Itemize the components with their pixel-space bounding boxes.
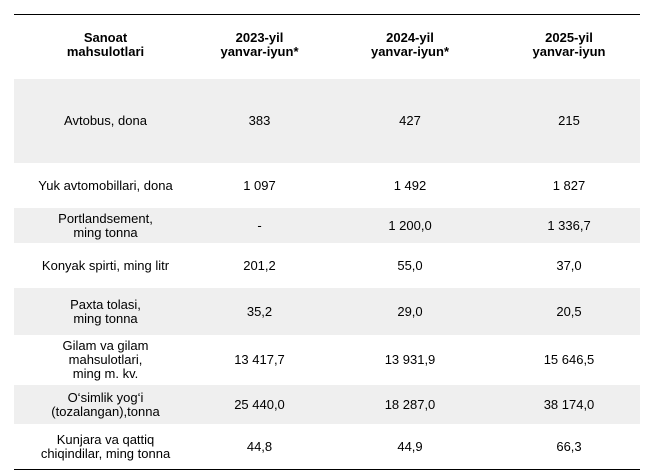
table-row: Kunjara va qattiq chiqindilar, ming tonn… — [14, 424, 640, 469]
value-2025: 215 — [558, 113, 580, 128]
table-top-rule — [14, 14, 640, 15]
product-name: Konyak spirti, ming litr — [41, 257, 170, 273]
table-row: Avtobus, dona 383 427 215 — [14, 79, 640, 163]
value-2023: - — [257, 217, 262, 233]
header-products: Sanoat mahsulotlari — [66, 29, 145, 59]
value-2023: 44,8 — [246, 438, 273, 454]
value-2024: 55,0 — [397, 257, 423, 273]
table-header-row: Sanoat mahsulotlari 2023-yil yanvar-iyun… — [14, 15, 640, 74]
value-2023: 383 — [248, 113, 271, 128]
value-2024: 1 200,0 — [388, 217, 432, 233]
value-2023: 25 440,0 — [234, 396, 285, 412]
value-2025: 20,5 — [556, 303, 582, 319]
value-2025: 37,0 — [556, 257, 582, 273]
table-row: Gilam va gilam mahsulotlari, ming m. kv.… — [14, 335, 640, 385]
table-row: Yuk avtomobillari, dona 1 097 1 492 1 82… — [14, 163, 640, 208]
value-2024: 29,0 — [397, 303, 423, 319]
table-row: Paxta tolasi, ming tonna 35,2 29,0 20,5 — [14, 288, 640, 335]
value-2024: 18 287,0 — [384, 396, 436, 412]
table-row: Konyak spirti, ming litr 201,2 55,0 37,0 — [14, 243, 640, 288]
value-2023: 1 097 — [243, 177, 276, 193]
value-2024: 44,9 — [397, 438, 423, 454]
product-name: Portlandsement, ming tonna — [58, 210, 153, 240]
value-2024: 13 931,9 — [384, 352, 436, 367]
value-2025: 66,3 — [556, 438, 582, 454]
header-2023: 2023-yil yanvar-iyun* — [220, 29, 299, 59]
header-2025: 2025-yil yanvar-iyun — [532, 29, 606, 59]
value-2023: 13 417,7 — [234, 352, 285, 367]
value-2025: 15 646,5 — [543, 352, 595, 367]
value-2025: 38 174,0 — [543, 396, 595, 412]
table-row: Portlandsement, ming tonna - 1 200,0 1 3… — [14, 208, 640, 243]
header-2024: 2024-yil yanvar-iyun* — [370, 29, 450, 59]
product-name: O‘simlik yog‘i (tozalangan),tonna — [51, 389, 160, 419]
value-2023: 201,2 — [243, 257, 276, 273]
table-bottom-rule — [14, 469, 640, 470]
value-2024: 427 — [399, 113, 421, 128]
table-row: O‘simlik yog‘i (tozalangan),tonna 25 440… — [14, 385, 640, 424]
value-2024: 1 492 — [393, 177, 427, 193]
value-2023: 35,2 — [246, 303, 273, 319]
value-2025: 1 827 — [552, 177, 586, 193]
product-name: Gilam va gilam mahsulotlari, ming m. kv. — [62, 338, 149, 381]
value-2025: 1 336,7 — [547, 217, 591, 233]
product-name: Paxta tolasi, ming tonna — [70, 296, 141, 326]
product-name: Kunjara va qattiq chiqindilar, ming tonn… — [40, 431, 171, 461]
product-name: Yuk avtomobillari, dona — [38, 177, 173, 193]
product-name: Avtobus, dona — [64, 113, 147, 128]
